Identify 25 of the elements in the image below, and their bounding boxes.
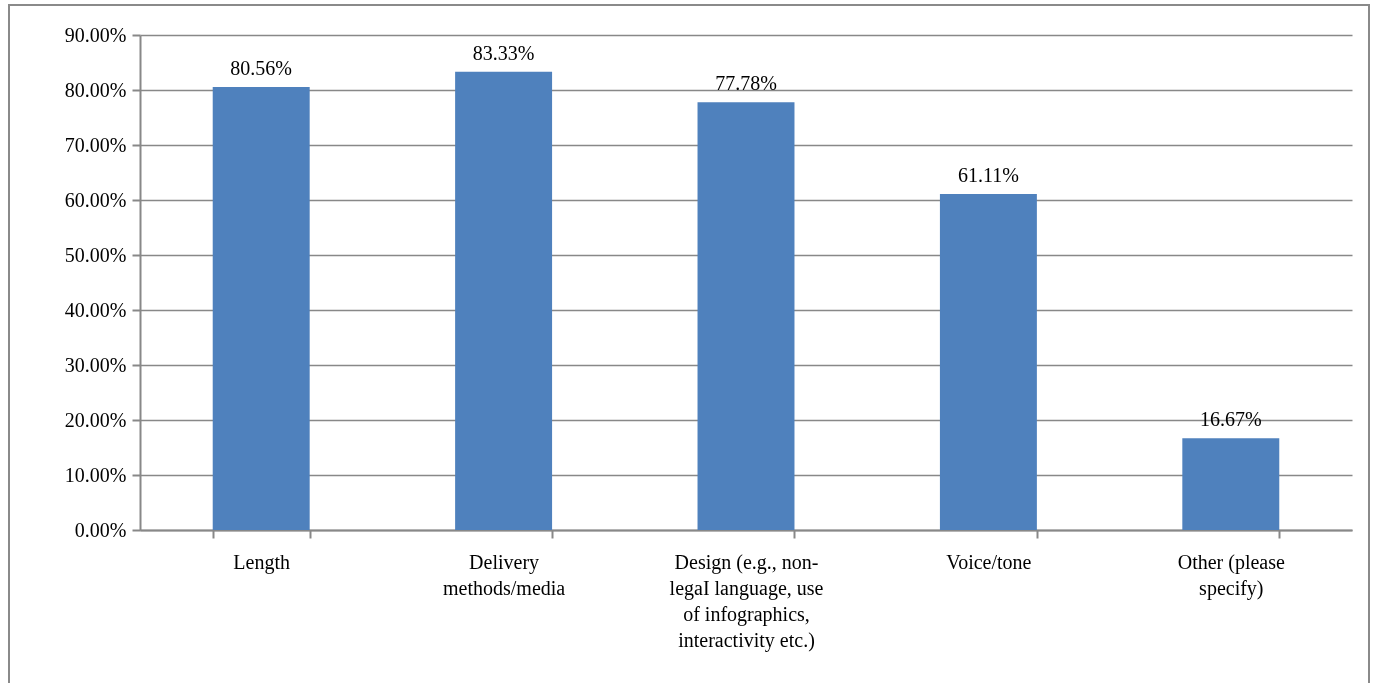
y-tick-label: 20.00% (64, 408, 127, 431)
x-tick-label: Delivery methods/media (443, 550, 566, 599)
y-tick-label: 60.00% (64, 188, 127, 211)
y-tick-label: 30.00% (64, 353, 127, 376)
x-tick-label: Voice/tone (946, 550, 1032, 573)
data-label: 83.33% (472, 41, 535, 64)
bar (212, 86, 310, 530)
x-tick-label: Length (233, 550, 291, 574)
y-tick-label: 0.00% (74, 518, 127, 541)
bar (1182, 438, 1280, 530)
bar (697, 102, 795, 530)
data-label: 77.78% (715, 72, 777, 95)
data-label: 16.67% (1199, 408, 1262, 431)
y-tick-label: 80.00% (64, 78, 127, 101)
bar (939, 193, 1037, 530)
bar (455, 71, 553, 530)
x-tick-label: Design (e.g., non-legaI language, use of infographics, interactivity etc.) (669, 550, 824, 652)
y-tick-label: 10.00% (64, 463, 127, 486)
y-tick-label: 50.00% (64, 243, 127, 266)
x-tick-label: Other (please specify) (1177, 550, 1286, 600)
y-tick-label: 40.00% (64, 298, 127, 321)
data-label: 80.56% (230, 56, 293, 79)
y-tick-label: 70.00% (64, 133, 127, 156)
data-label: 61.11% (957, 163, 1019, 186)
y-tick-label: 90.00% (64, 23, 127, 46)
